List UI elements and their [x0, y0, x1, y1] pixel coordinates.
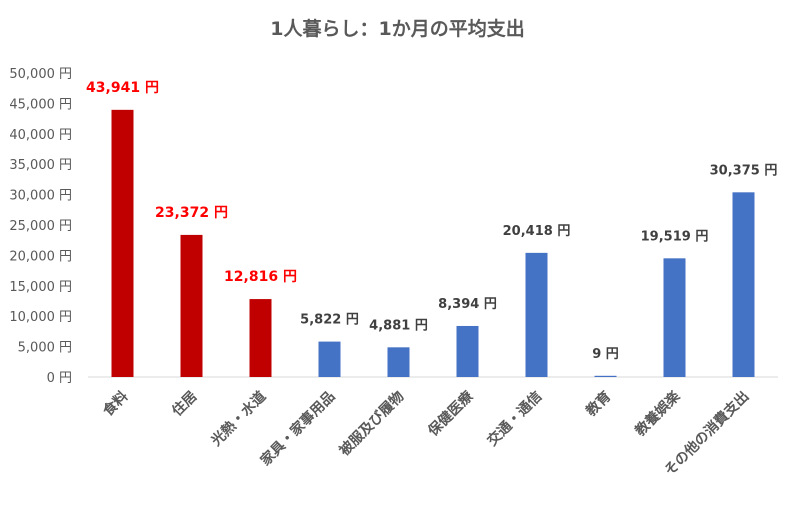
data-label: 12,816 円: [224, 269, 297, 285]
data-label: 20,418 円: [503, 224, 571, 239]
y-tick-label: 50,000 円: [9, 67, 72, 82]
bar: [594, 375, 617, 377]
bar: [111, 109, 134, 378]
data-label: 30,375 円: [710, 163, 778, 178]
data-label: 19,519 円: [641, 229, 709, 244]
data-label: 23,372 円: [155, 205, 228, 221]
y-tick-label: 20,000 円: [9, 249, 72, 264]
bar: [249, 299, 272, 377]
x-tick-label: 保健医療: [424, 387, 477, 440]
data-label: 4,881 円: [369, 318, 428, 333]
y-tick-label: 10,000 円: [9, 310, 72, 325]
data-label: 9 円: [592, 347, 619, 362]
y-tick-label: 40,000 円: [9, 128, 72, 143]
y-tick-label: 35,000 円: [9, 158, 72, 173]
bar: [318, 341, 341, 377]
bar: [732, 192, 755, 377]
data-label: 5,822 円: [300, 313, 359, 328]
data-label: 8,394 円: [438, 297, 497, 312]
y-tick-label: 15,000 円: [9, 280, 72, 295]
bar: [180, 234, 203, 377]
y-tick-label: 45,000 円: [9, 97, 72, 112]
data-label: 43,941 円: [86, 80, 159, 96]
y-tick-label: 0 円: [47, 371, 72, 386]
y-tick-label: 5,000 円: [18, 341, 72, 356]
bar: [387, 347, 410, 377]
x-tick-label: 住居: [169, 388, 201, 420]
x-tick-label: 交通・通信: [484, 388, 546, 450]
chart-title: 1人暮らし：1か月の平均支出: [270, 18, 525, 40]
x-tick-label: 家具・家事用品: [257, 388, 338, 469]
x-tick-label: 食料: [100, 388, 132, 420]
bar: [663, 258, 686, 377]
x-tick-label: 教養娯楽: [632, 387, 684, 439]
x-tick-label: 光熱・水道: [207, 388, 269, 450]
y-tick-label: 25,000 円: [9, 219, 72, 234]
bar: [525, 252, 548, 377]
bar: [456, 325, 479, 377]
x-tick-label: 教育: [583, 388, 615, 420]
y-tick-label: 30,000 円: [9, 189, 72, 204]
x-tick-label: 被服及び履物: [336, 388, 407, 459]
